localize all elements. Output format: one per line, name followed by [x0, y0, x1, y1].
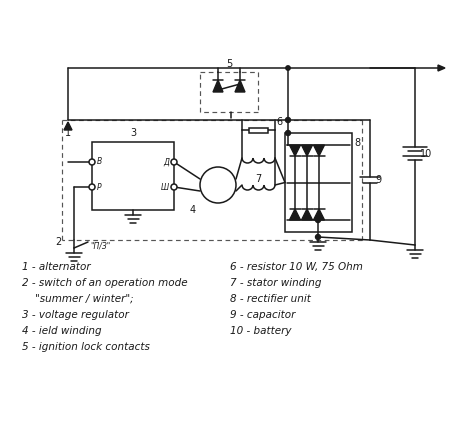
Text: 1: 1 [65, 128, 71, 138]
Text: 2: 2 [56, 237, 62, 247]
Circle shape [171, 159, 177, 165]
Text: 7: 7 [256, 174, 261, 184]
Polygon shape [438, 65, 445, 71]
Text: 4 - ield winding: 4 - ield winding [22, 326, 102, 336]
Text: B: B [97, 158, 102, 166]
Polygon shape [302, 145, 312, 156]
Text: 9: 9 [375, 175, 381, 185]
Text: 8: 8 [354, 138, 360, 148]
Text: 10 - battery: 10 - battery [230, 326, 292, 336]
Text: 6: 6 [276, 117, 283, 127]
Circle shape [89, 184, 95, 190]
Text: 5: 5 [226, 59, 232, 69]
Bar [248, 127, 268, 133]
Text: 9 - capacitor: 9 - capacitor [230, 310, 295, 320]
Polygon shape [314, 209, 324, 220]
Polygon shape [64, 122, 72, 130]
Text: 5 - ignition lock contacts: 5 - ignition lock contacts [22, 342, 150, 352]
Text: P: P [97, 182, 102, 191]
Polygon shape [289, 145, 301, 156]
Circle shape [89, 159, 95, 165]
Text: 2 - switch of an operation mode: 2 - switch of an operation mode [22, 278, 188, 288]
Circle shape [286, 66, 290, 70]
Text: Д: Д [163, 158, 169, 166]
Text: 7 - stator winding: 7 - stator winding [230, 278, 321, 288]
Text: 8 - rectifier unit: 8 - rectifier unit [230, 294, 311, 304]
Circle shape [285, 118, 291, 123]
Polygon shape [302, 209, 312, 220]
Text: "summer / winter";: "summer / winter"; [22, 294, 134, 304]
Text: 6 - resistor 10 W, 75 Ohm: 6 - resistor 10 W, 75 Ohm [230, 262, 363, 272]
Bar [285, 133, 352, 232]
Text: 4: 4 [190, 205, 196, 215]
Polygon shape [289, 209, 301, 220]
Text: 3: 3 [130, 128, 136, 138]
Circle shape [171, 184, 177, 190]
Polygon shape [314, 145, 324, 156]
Text: 10: 10 [420, 149, 432, 159]
Circle shape [200, 167, 236, 203]
Bar [92, 142, 174, 210]
Polygon shape [235, 80, 245, 92]
Text: 3 - voltage regulator: 3 - voltage regulator [22, 310, 129, 320]
Text: Ш: Ш [161, 182, 169, 191]
Text: "П/З": "П/З" [90, 241, 110, 251]
Circle shape [285, 130, 291, 136]
Circle shape [315, 235, 320, 239]
Circle shape [315, 217, 320, 222]
Polygon shape [213, 80, 223, 92]
Text: 1 - alternator: 1 - alternator [22, 262, 90, 272]
